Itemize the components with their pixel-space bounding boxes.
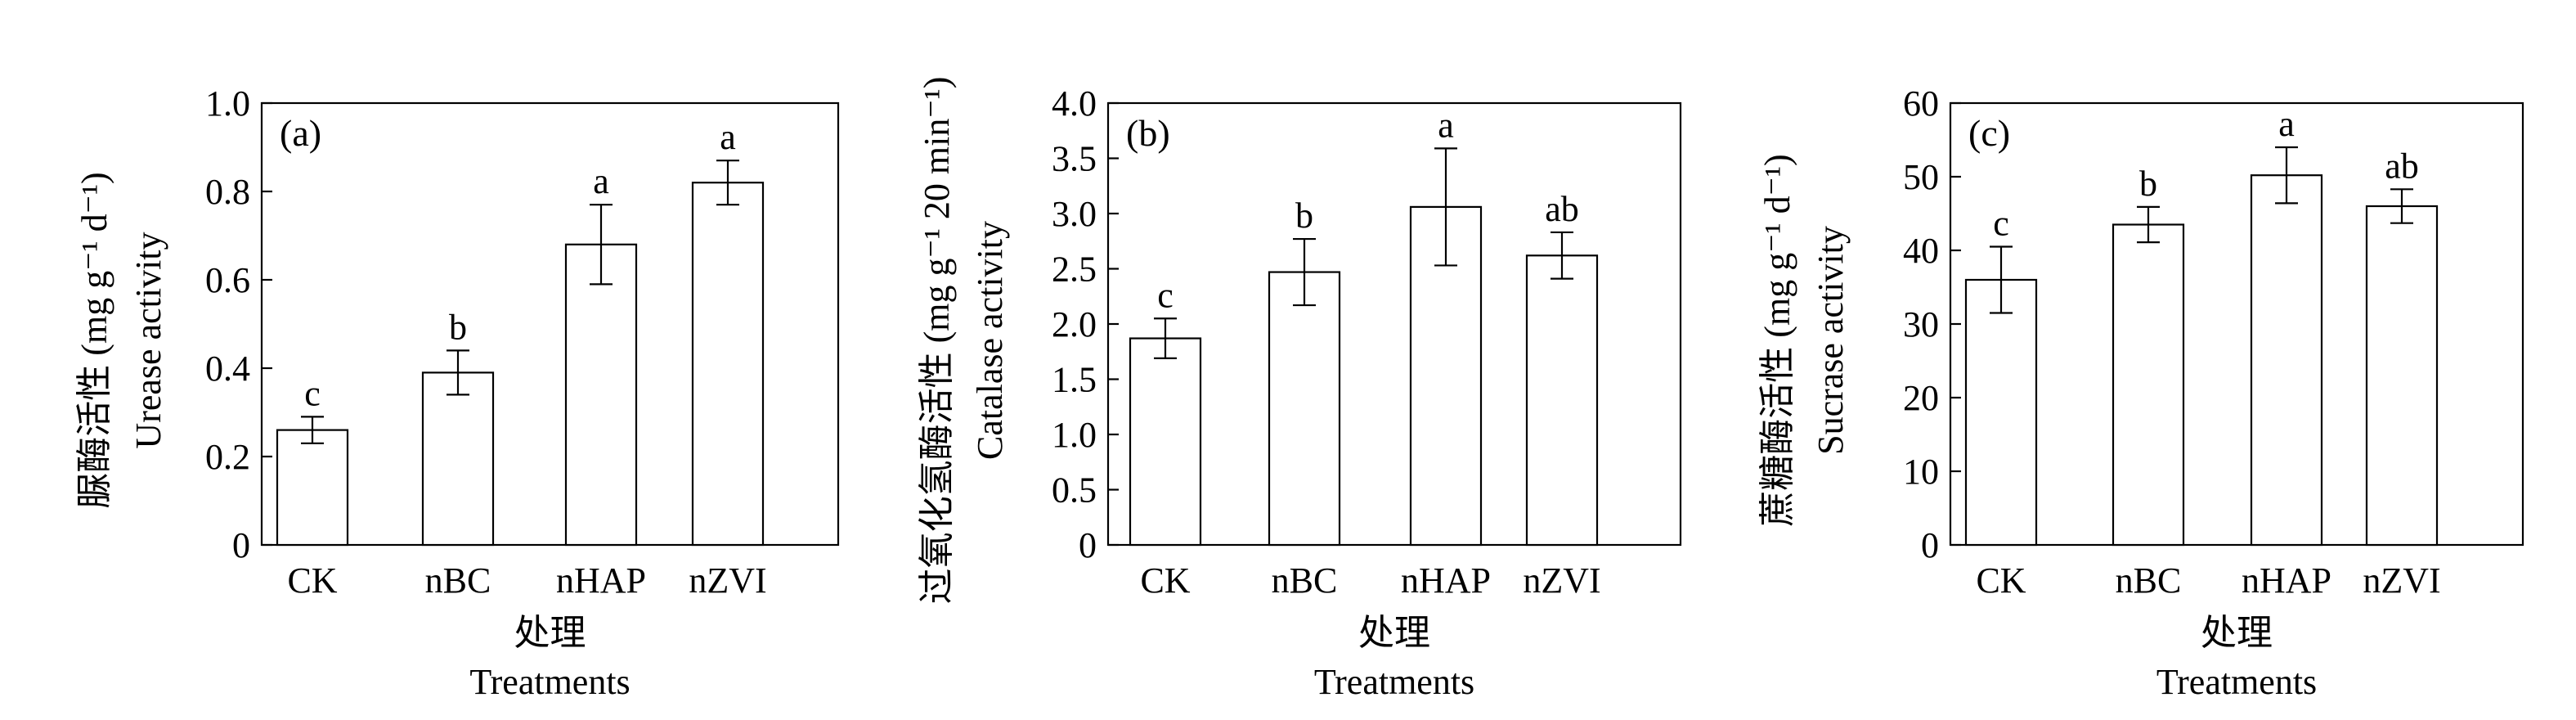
significance-letter: b <box>449 307 467 347</box>
chart-panel-c: 0 10 20 30 40 50 60 c CK b nBC a nHAP ab nZVI (c) 处理 Trea… <box>1757 83 2524 702</box>
y-tick-label: 50 <box>1903 157 1939 197</box>
y-axis-title-en: Urease activity <box>128 232 168 448</box>
x-axis-title-zh: 处理 <box>2201 613 2273 653</box>
y-axis-title-en: Sucrase activity <box>1811 226 1851 455</box>
bar-ck <box>1129 337 1202 547</box>
significance-letter: a <box>593 161 609 201</box>
bar-nzvi <box>1525 254 1599 547</box>
significance-letter: b <box>1295 196 1313 236</box>
x-axis-title-zh: 处理 <box>1358 613 1430 653</box>
x-tick-label: CK <box>1976 560 2026 601</box>
x-tick-label: nHAP <box>556 560 646 601</box>
x-tick-label: nHAP <box>1401 560 1491 601</box>
y-tick-label: 0 <box>1921 525 1939 565</box>
y-axis-title-zh: 过氧化氢酶活性 (mg g⁻¹ 20 min⁻¹) <box>917 77 957 605</box>
y-tick-label: 30 <box>1903 304 1939 344</box>
x-tick-label: CK <box>287 560 337 601</box>
bar-ck <box>276 429 349 547</box>
bar-nzvi <box>2365 205 2439 547</box>
y-tick-label: 1.0 <box>1052 415 1097 455</box>
y-tick-label: 60 <box>1903 83 1939 124</box>
x-tick-label: nZVI <box>2363 560 2440 601</box>
y-tick-label: 0.2 <box>205 437 250 477</box>
x-axis-title-en: Treatments <box>1314 662 1474 702</box>
bar-nhap <box>2250 174 2323 547</box>
x-axis-title-en: Treatments <box>2156 662 2317 702</box>
y-tick-label: 2.0 <box>1052 304 1097 344</box>
y-tick-label: 0 <box>1079 525 1097 565</box>
y-axis-title-en: Catalase activity <box>970 221 1010 460</box>
significance-letter: c <box>304 373 321 413</box>
y-tick-label: 1.5 <box>1052 360 1097 400</box>
x-tick-label: CK <box>1140 560 1190 601</box>
significance-letter: b <box>2139 164 2157 204</box>
bar-nhap <box>564 243 638 547</box>
y-tick-label: 3.5 <box>1052 139 1097 179</box>
significance-letter: ab <box>1545 189 1579 229</box>
bar-nbc <box>1268 271 1341 547</box>
x-axis-title-zh: 处理 <box>514 613 586 653</box>
y-tick-label: 1.0 <box>205 83 250 124</box>
x-tick-label: nBC <box>1272 560 1338 601</box>
bar-nbc <box>2112 223 2185 547</box>
significance-letter: ab <box>2385 146 2419 186</box>
y-tick-label: 0 <box>232 525 250 565</box>
x-tick-label: nZVI <box>689 560 766 601</box>
x-tick-label: nZVI <box>1523 560 1600 601</box>
x-axis-title-en: Treatments <box>469 662 630 702</box>
significance-letter: a <box>2278 104 2295 144</box>
chart-panel-a: 0 0.2 0.4 0.6 0.8 1.0 c CK b nBC a nHAP a nZVI (a) 处理 Tr… <box>74 83 840 702</box>
y-tick-label: 0.8 <box>205 172 250 212</box>
x-tick-label: nBC <box>2116 560 2182 601</box>
bar-ck <box>1964 278 2038 547</box>
significance-letter: a <box>720 117 736 157</box>
y-tick-label: 2.5 <box>1052 250 1097 290</box>
significance-letter: a <box>1438 105 1454 145</box>
significance-letter: c <box>1993 204 2009 244</box>
panel-label: (c) <box>1968 112 2010 154</box>
chart-panel-b: 0 0.5 1.0 1.5 2.0 2.5 3.0 3.5 4.0 c CK b nBC a nHAP ab n… <box>917 77 1682 702</box>
bar-nzvi <box>691 182 765 547</box>
y-tick-label: 40 <box>1903 231 1939 271</box>
y-axis-title-zh: 蔗糖酶活性 (mg g⁻¹ d⁻¹) <box>1757 154 1797 526</box>
x-tick-label: nBC <box>425 560 491 601</box>
y-tick-label: 0.5 <box>1052 470 1097 511</box>
plot-frame <box>260 101 840 547</box>
y-tick-label: 3.0 <box>1052 194 1097 234</box>
y-tick-label: 0.4 <box>205 349 250 389</box>
panel-label: (a) <box>280 112 321 154</box>
panel-label: (b) <box>1126 112 1170 154</box>
significance-letter: c <box>1157 275 1174 315</box>
bar-nbc <box>421 371 495 547</box>
y-tick-label: 0.6 <box>205 260 250 300</box>
y-tick-label: 10 <box>1903 452 1939 492</box>
y-axis-title-zh: 脲酶活性 (mg g⁻¹ d⁻¹) <box>74 172 114 508</box>
y-tick-label: 20 <box>1903 378 1939 418</box>
x-tick-label: nHAP <box>2242 560 2331 601</box>
y-tick-label: 4.0 <box>1052 83 1097 124</box>
